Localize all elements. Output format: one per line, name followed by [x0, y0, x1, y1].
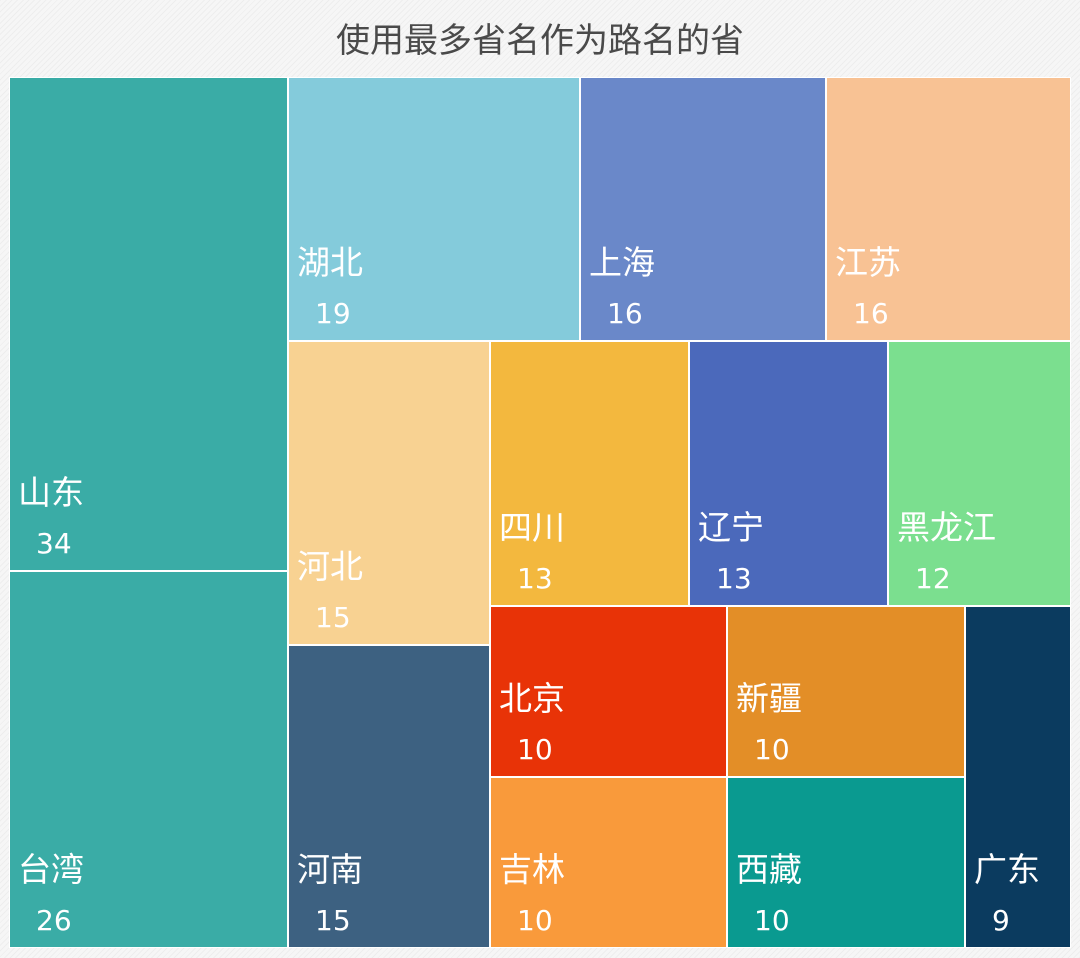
tile-label: 北京 [499, 679, 565, 718]
treemap-tile: 江苏 16 [826, 77, 1071, 341]
treemap-tile: 西藏 10 [727, 777, 965, 948]
treemap-tile: 湖北 19 [288, 77, 580, 341]
tile-value: 19 [315, 297, 351, 330]
tile-label: 吉林 [499, 850, 565, 889]
treemap-tile: 四川 13 [490, 341, 689, 606]
tile-value: 9 [992, 904, 1010, 937]
chart-title: 使用最多省名作为路名的省 [336, 21, 744, 61]
treemap-tile: 河北 15 [288, 341, 490, 645]
tile-value: 10 [754, 904, 790, 937]
treemap-tile: 新疆 10 [727, 606, 965, 777]
tile-value: 16 [853, 297, 889, 330]
tile-value: 10 [517, 904, 553, 937]
tile-value: 10 [754, 733, 790, 766]
tile-label: 河北 [297, 547, 363, 586]
tile-value: 13 [716, 562, 752, 595]
tile-value: 26 [36, 904, 72, 937]
tile-label: 西藏 [736, 850, 802, 889]
tile-label: 广东 [974, 850, 1040, 889]
tile-value: 16 [607, 297, 643, 330]
treemap-tile: 北京 10 [490, 606, 727, 777]
treemap-tile: 辽宁 13 [689, 341, 888, 606]
tile-label: 上海 [589, 243, 655, 282]
tile-label: 辽宁 [698, 508, 764, 547]
treemap-tile: 黑龙江 12 [888, 341, 1071, 606]
tile-label: 河南 [297, 850, 363, 889]
tile-value: 12 [915, 562, 951, 595]
tile-label: 江苏 [835, 243, 901, 282]
tile-value: 10 [517, 733, 553, 766]
tile-label: 黑龙江 [897, 508, 996, 547]
tile-value: 13 [517, 562, 553, 595]
treemap-chart: 山东 34 台湾 26 湖北 19 上海 16 江苏 16 河北 15 河南 15 四川 13 辽宁 13 黑龙江 1… [9, 77, 1071, 948]
tile-value: 34 [36, 527, 72, 560]
tile-value: 15 [315, 904, 351, 937]
tile-value: 15 [315, 601, 351, 634]
tile-label: 四川 [499, 508, 565, 547]
treemap-tile: 广东 9 [965, 606, 1071, 948]
treemap-tile: 上海 16 [580, 77, 826, 341]
tile-label: 台湾 [18, 850, 84, 889]
treemap-tile: 吉林 10 [490, 777, 727, 948]
treemap-tile: 山东 34 [9, 77, 288, 571]
tile-label: 山东 [18, 473, 84, 512]
tile-label: 新疆 [736, 679, 802, 718]
treemap-tile: 河南 15 [288, 645, 490, 948]
tile-label: 湖北 [297, 243, 363, 282]
treemap-tile: 台湾 26 [9, 571, 288, 948]
